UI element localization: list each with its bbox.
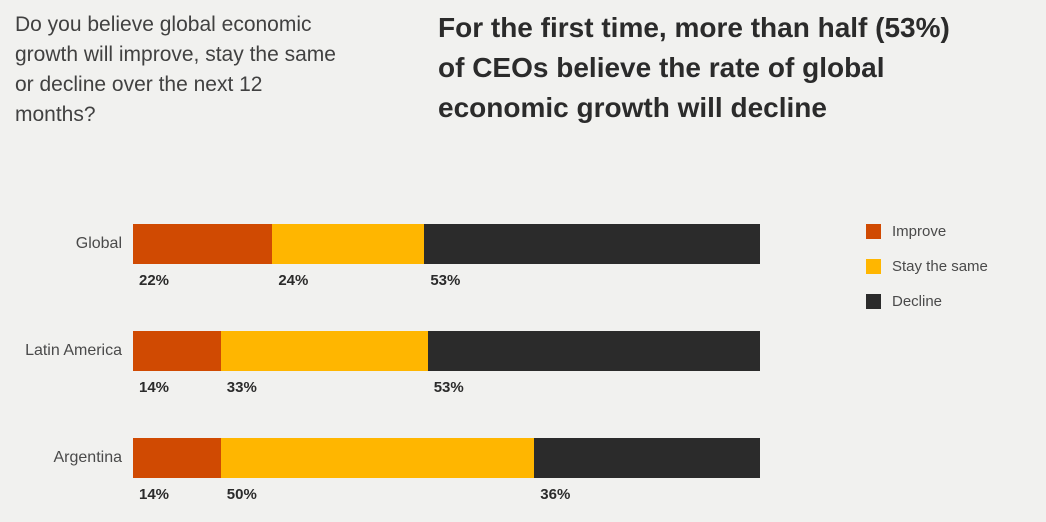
value-labels-latin-america: 14% 33% 53% xyxy=(133,379,760,397)
legend-label-decline: Decline xyxy=(892,292,943,310)
value-labels-argentina: 14% 50% 36% xyxy=(133,486,760,504)
value-label-decline: 36% xyxy=(540,486,571,503)
survey-question: Do you believe global economic growth wi… xyxy=(15,13,336,126)
bar-segment-improve xyxy=(133,438,221,478)
legend-label-stay-the-same: Stay the same xyxy=(892,257,988,275)
category-label-argentina: Argentina xyxy=(53,449,123,466)
stacked-bar-argentina xyxy=(133,438,760,478)
legend-swatch-decline xyxy=(866,293,881,309)
stacked-bar-global xyxy=(133,224,760,264)
value-label-improve: 22% xyxy=(139,272,170,289)
legend-label-improve: Improve xyxy=(892,222,947,240)
legend-item-improve: Improve xyxy=(866,222,988,240)
bar-segment-stay-the-same xyxy=(220,438,535,478)
stacked-bar-latin-america xyxy=(133,331,760,371)
value-label-improve: 14% xyxy=(139,379,170,396)
legend-swatch-stay-the-same xyxy=(866,258,881,274)
legend-swatch-improve xyxy=(866,223,881,239)
value-label-stay-the-same: 50% xyxy=(226,486,257,503)
headline: For the first time, more than half (53%)… xyxy=(438,12,950,123)
category-label-global: Global xyxy=(75,235,122,252)
bar-segment-improve xyxy=(133,224,273,264)
bar-segment-decline xyxy=(534,438,760,478)
legend: Improve Stay the same Decline xyxy=(866,223,988,328)
legend-item-stay-the-same: Stay the same xyxy=(866,257,988,275)
chart-row-latin-america: Latin America 14% 33% 53% xyxy=(0,331,1046,401)
chart-row-global: Global 22% 24% 53% xyxy=(0,224,1046,294)
bar-segment-stay-the-same xyxy=(220,331,428,371)
bar-segment-decline xyxy=(427,331,760,371)
legend-item-decline: Decline xyxy=(866,292,988,310)
value-label-stay-the-same: 33% xyxy=(226,379,257,396)
value-label-stay-the-same: 24% xyxy=(278,272,309,289)
bar-segment-improve xyxy=(133,331,221,371)
category-label-latin-america: Latin America xyxy=(25,342,122,359)
value-label-improve: 14% xyxy=(139,486,170,503)
bar-segment-stay-the-same xyxy=(272,224,425,264)
chart-row-argentina: Argentina 14% 50% 36% xyxy=(0,438,1046,508)
value-label-decline: 53% xyxy=(433,379,464,396)
value-labels-global: 22% 24% 53% xyxy=(133,272,760,290)
bar-segment-decline xyxy=(424,224,760,264)
value-label-decline: 53% xyxy=(430,272,461,289)
